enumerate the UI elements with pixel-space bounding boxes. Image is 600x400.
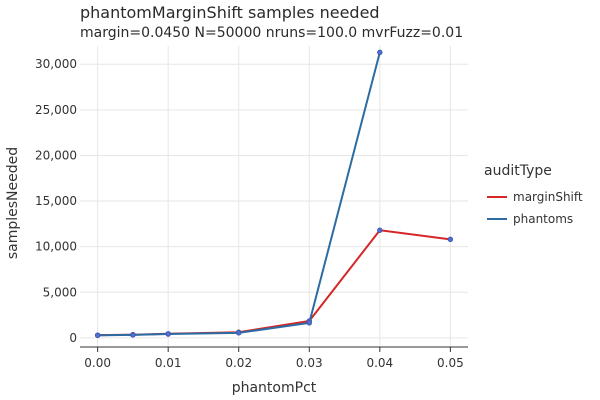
x-tick-label: 0.05 [437,356,464,370]
y-tick-label: 5,000 [43,285,77,299]
data-point-phantoms [377,49,383,56]
x-axis-ticks: 0.00 0.01 0.02 0.03 0.04 0.05 [84,347,464,370]
x-axis-label: phantomPct [232,380,317,396]
chart-subtitle: margin=0.0450 N=50000 nruns=100.0 mvrFuz… [80,25,463,41]
series-line-marginShift [97,229,451,337]
y-tick-label: 10,000 [35,240,77,254]
x-tick-label: 0.04 [366,356,393,370]
legend-items: marginShift phantoms [487,190,583,226]
data-point-phantoms [236,330,242,336]
data-point-phantoms [130,332,136,338]
grid [80,46,468,347]
series-lines [97,52,451,337]
legend: auditType marginShift phantoms [484,163,583,226]
legend-title: auditType [484,163,552,179]
data-point-phantoms [306,320,312,326]
chart-title: phantomMarginShift samples needed [80,3,380,22]
x-tick-label: 0.03 [296,356,323,370]
y-tick-label: 30,000 [35,57,77,71]
x-tick-label: 0.02 [225,356,252,370]
y-axis-label: samplesNeeded [5,147,21,259]
y-axis-ticks: 0 5,000 10,000 15,000 20,000 25,000 30,000 [35,57,77,345]
x-tick-label: 0.00 [84,356,111,370]
y-tick-label: 25,000 [35,103,77,117]
data-point-phantoms [165,331,171,337]
y-tick-label: 20,000 [35,148,77,162]
data-point-marginShift [447,236,454,243]
x-tick-label: 0.01 [155,356,182,370]
legend-label-phantoms: phantoms [513,212,573,226]
y-tick-label: 15,000 [35,194,77,208]
legend-label-marginShift: marginShift [513,190,583,204]
y-tick-label: 0 [69,331,77,345]
data-markers [94,49,454,339]
data-point-phantoms [94,332,101,339]
series-line-phantoms [97,52,381,337]
data-point-marginShift [377,227,383,233]
